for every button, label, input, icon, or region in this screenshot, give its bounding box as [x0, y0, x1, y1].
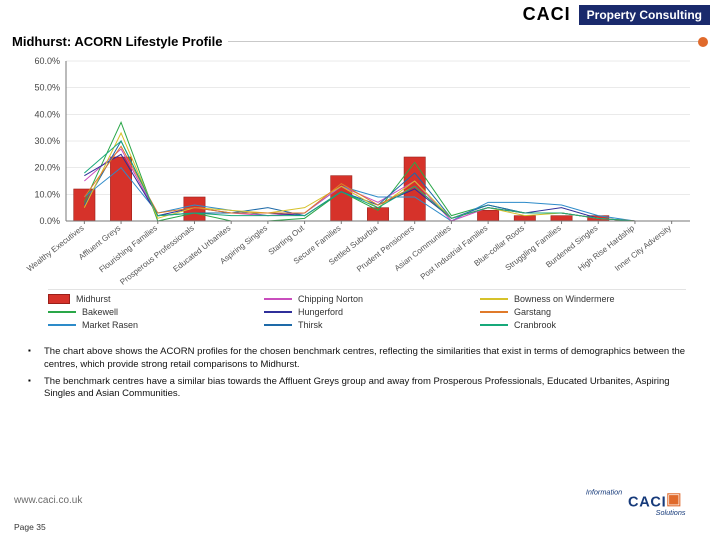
bar: [514, 216, 535, 221]
legend-item: Garstang: [480, 307, 686, 317]
bar: [551, 216, 572, 221]
header: CACI Property Consulting: [0, 0, 720, 32]
legend-swatch-line-icon: [480, 311, 508, 313]
legend-label: Market Rasen: [82, 320, 138, 330]
page-title: Midhurst: ACORN Lifestyle Profile: [12, 34, 222, 49]
legend-label: Bakewell: [82, 307, 118, 317]
legend-item: Midhurst: [48, 294, 254, 304]
y-tick-label: 60.0%: [34, 56, 60, 66]
title-dot-icon: [698, 37, 708, 47]
notes-list: The chart above shows the ACORN profiles…: [26, 346, 694, 401]
chart-legend: Midhurst Chipping Norton Bowness on Winder…: [48, 289, 686, 330]
brand-block: CACI Property Consulting: [523, 4, 710, 25]
logo-bottom-text: Solutions: [656, 508, 686, 517]
logo-square-icon: [667, 493, 680, 506]
legend-swatch-bar-icon: [48, 294, 70, 304]
y-tick-label: 30.0%: [34, 136, 60, 146]
brand-tagline: Property Consulting: [579, 5, 710, 25]
legend-swatch-line-icon: [264, 311, 292, 313]
brand-name: CACI: [523, 4, 571, 25]
footer-url: www.caci.co.uk: [14, 495, 82, 506]
legend-label: Bowness on Windermere: [514, 294, 615, 304]
legend-swatch-line-icon: [480, 324, 508, 326]
y-tick-label: 10.0%: [34, 189, 60, 199]
title-row: Midhurst: ACORN Lifestyle Profile: [0, 32, 720, 49]
legend-label: Cranbrook: [514, 320, 556, 330]
legend-label: Garstang: [514, 307, 551, 317]
legend-swatch-line-icon: [48, 324, 76, 326]
y-tick-label: 20.0%: [34, 163, 60, 173]
legend-swatch-line-icon: [48, 311, 76, 313]
legend-label: Midhurst: [76, 294, 111, 304]
footer: www.caci.co.uk Page 35 Information CACI …: [0, 482, 720, 540]
acorn-chart: 0.0%10.0%20.0%30.0%40.0%50.0%60.0%Wealth…: [22, 55, 698, 285]
legend-label: Hungerford: [298, 307, 343, 317]
note-item: The benchmark centres have a similar bia…: [26, 376, 694, 402]
legend-item: Thirsk: [264, 320, 470, 330]
caci-solutions-logo: Information CACI Solutions: [584, 486, 704, 518]
legend-item: Chipping Norton: [264, 294, 470, 304]
legend-label: Chipping Norton: [298, 294, 363, 304]
legend-item: Cranbrook: [480, 320, 686, 330]
page-number: Page 35: [14, 522, 46, 532]
legend-swatch-line-icon: [480, 298, 508, 300]
legend-item: Bakewell: [48, 307, 254, 317]
legend-swatch-line-icon: [264, 298, 292, 300]
logo-top-text: Information: [586, 488, 622, 497]
bar: [477, 210, 498, 221]
chart-svg: 0.0%10.0%20.0%30.0%40.0%50.0%60.0%Wealth…: [22, 55, 698, 285]
legend-item: Bowness on Windermere: [480, 294, 686, 304]
title-rule: [228, 41, 700, 42]
legend-item: Market Rasen: [48, 320, 254, 330]
y-tick-label: 40.0%: [34, 109, 60, 119]
legend-item: Hungerford: [264, 307, 470, 317]
note-item: The chart above shows the ACORN profiles…: [26, 346, 694, 372]
y-tick-label: 50.0%: [34, 83, 60, 93]
y-tick-label: 0.0%: [39, 216, 60, 226]
legend-swatch-line-icon: [264, 324, 292, 326]
legend-label: Thirsk: [298, 320, 323, 330]
bar: [331, 176, 352, 221]
